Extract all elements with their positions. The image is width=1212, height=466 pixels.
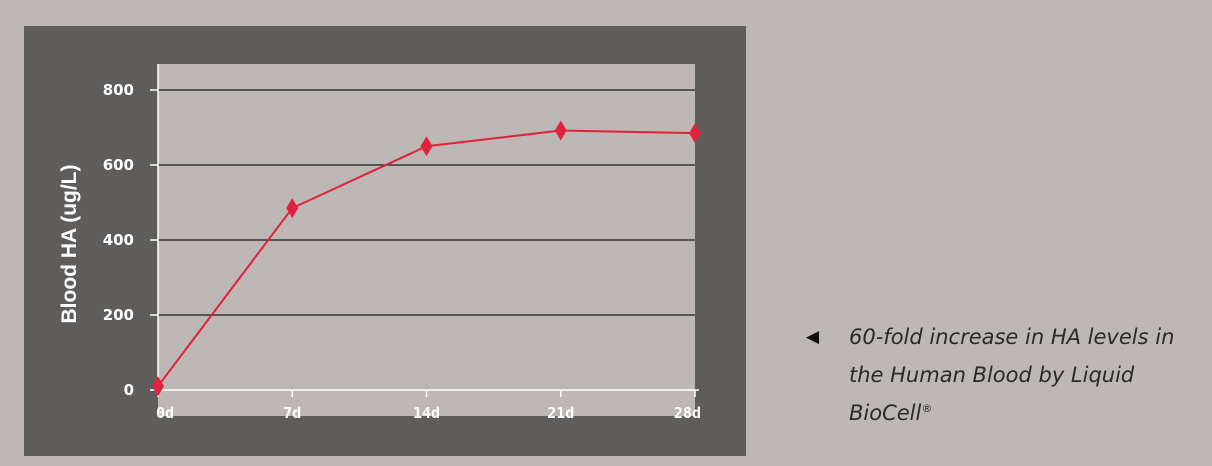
y-tick-label: 200: [103, 306, 134, 324]
line-chart: 0 200 400 600 800 0d 7d 14d 21d 28d Blood HA (ug/…: [58, 64, 701, 422]
data-point: [286, 198, 299, 219]
data-point: [152, 376, 164, 397]
y-tick-label: 0: [124, 381, 134, 399]
x-tick-label: 21d: [547, 404, 574, 422]
y-tick-label: 600: [103, 156, 134, 174]
data-point: [554, 120, 567, 141]
x-tick-label: 7d: [283, 404, 301, 422]
registered-mark: ®: [921, 402, 933, 415]
y-tick-label: 400: [103, 231, 134, 249]
x-tick-label: 14d: [413, 404, 440, 422]
y-axis-label: Blood HA (ug/L): [58, 164, 81, 323]
y-tick-label: 800: [103, 81, 134, 99]
x-tick-label: 0d: [156, 404, 174, 422]
x-tick-label: 28d: [674, 404, 701, 422]
caption-text: 60-fold increase in HA levels in the Hum…: [849, 318, 1189, 432]
left-triangle-icon: ◀: [806, 327, 820, 347]
data-point: [420, 136, 433, 157]
data-point: [689, 123, 701, 144]
chart-panel: 0 200 400 600 800 0d 7d 14d 21d 28d Blood HA (ug/…: [24, 26, 746, 456]
caption-body: 60-fold increase in HA levels in the Hum…: [849, 325, 1175, 425]
